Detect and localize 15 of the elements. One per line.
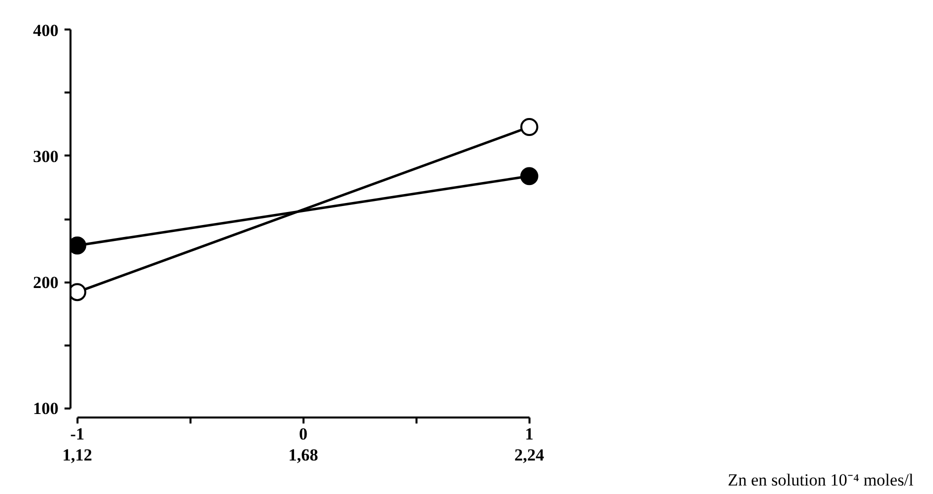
- x2-tick-label: 2,24: [514, 446, 545, 464]
- x2-tick-label: 1,12: [62, 446, 92, 464]
- y-tick-label: 100: [33, 399, 58, 418]
- x2-axis-title: Zn en solution 10⁻⁴ moles/l: [728, 470, 914, 490]
- point: [520, 118, 538, 136]
- x2-tick-label: 1,68: [288, 446, 318, 464]
- x-tick-label: 0: [299, 424, 308, 444]
- y-tick-label: 300: [33, 146, 58, 166]
- x-tick-label: 1: [525, 424, 534, 444]
- x-tick-label: -1: [70, 424, 84, 444]
- point: [520, 167, 538, 186]
- point: [70, 283, 86, 302]
- y-tick-label: 400: [33, 20, 58, 40]
- point: [70, 236, 86, 254]
- y-tick-label: 200: [33, 273, 58, 292]
